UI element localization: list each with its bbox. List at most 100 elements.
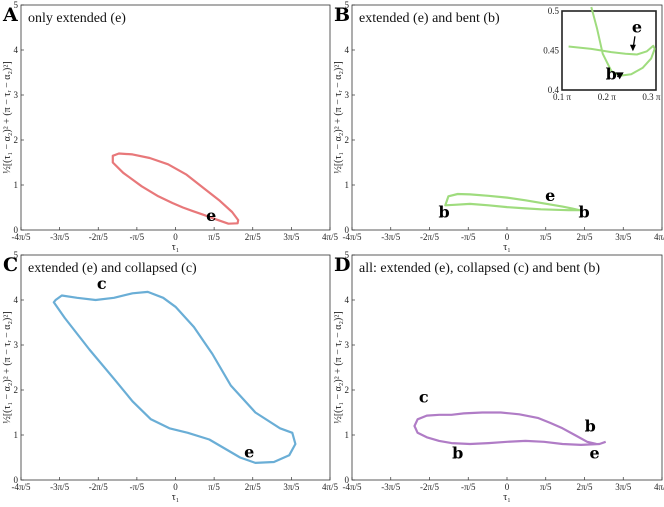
- y-tick-label: 1: [345, 180, 350, 190]
- x-tick-label: 3π/5: [615, 482, 632, 492]
- x-tick-label: -2π/5: [420, 482, 440, 492]
- x-tick-label: -π/5: [461, 482, 476, 492]
- y-tick-label: 2: [345, 135, 350, 145]
- series-curve: [413, 411, 607, 446]
- annotation-label: b: [438, 202, 449, 221]
- x-tick-label: 0: [173, 232, 178, 242]
- x-tick-label: -4π/5: [342, 232, 362, 242]
- x-tick-label: -4π/5: [342, 482, 362, 492]
- y-tick-label: 5: [345, 0, 350, 10]
- x-tick-label: -π/5: [130, 482, 145, 492]
- y-tick-label: 4: [345, 295, 350, 305]
- inset-y-tick-label: 0.45: [543, 46, 559, 56]
- x-tick-label: 2π/5: [245, 482, 262, 492]
- x-tick-label: 4π/5: [654, 232, 664, 242]
- y-tick-label: 0: [345, 225, 350, 235]
- y-tick-label: 0: [14, 225, 19, 235]
- y-tick-label: 4: [14, 295, 19, 305]
- x-tick-label: -π/5: [130, 232, 145, 242]
- x-axis-label: τ₁: [172, 492, 180, 503]
- inset-annotation: e: [632, 17, 642, 36]
- x-tick-label: 3π/5: [283, 232, 300, 242]
- x-tick-label: 3π/5: [615, 232, 632, 242]
- plot-frame: [351, 254, 663, 481]
- inset-y-tick-label: 0.5: [548, 6, 560, 16]
- annotation-label: e: [206, 206, 216, 225]
- inset-arrowhead-e: [629, 44, 636, 52]
- x-tick-label: π/5: [208, 232, 220, 242]
- y-axis-label: ½[(τ₁ − α₂)² + (π − τᵣ − α₂)²]: [333, 311, 344, 423]
- panel-d: -4π/5 -3π/5 -2π/5 -π/5 0 π/5 2π/5 3π/5 4π/5 0 1 2 3 4…: [333, 250, 664, 503]
- panel-letter: C: [3, 254, 18, 276]
- inset-curve: [568, 6, 656, 77]
- inset-annotation: b: [606, 65, 617, 84]
- panel-title: only extended (e): [28, 11, 126, 26]
- y-tick-label: 3: [345, 340, 350, 350]
- x-tick-label: -2π/5: [89, 232, 109, 242]
- x-tick-label: 0: [505, 482, 510, 492]
- y-tick-label: 1: [345, 430, 350, 440]
- x-tick-label: 4π/5: [322, 482, 339, 492]
- y-tick-label: 4: [345, 45, 350, 55]
- y-tick-label: 5: [14, 250, 19, 260]
- x-tick-label: -3π/5: [50, 482, 70, 492]
- annotation-label: b: [585, 416, 596, 435]
- y-tick-label: 1: [14, 430, 19, 440]
- x-tick-label: π/5: [540, 232, 552, 242]
- x-tick-label: 3π/5: [283, 482, 300, 492]
- series-curve: [111, 152, 240, 225]
- x-tick-label: 4π/5: [654, 482, 664, 492]
- plot-frame: [20, 4, 331, 231]
- x-tick-label: 4π/5: [322, 232, 339, 242]
- x-axis-label: τ₁: [503, 242, 511, 253]
- y-tick-label: 5: [345, 250, 350, 260]
- inset-plot: 0.1 π 0.2 π 0.3 π 0.4 0.45 0.5 e b: [543, 6, 661, 102]
- series-curve: [52, 290, 297, 464]
- inset-y-tick-label: 0.4: [548, 85, 560, 95]
- x-tick-label: -3π/5: [381, 482, 401, 492]
- plot-frame: [20, 254, 331, 481]
- x-tick-label: -2π/5: [420, 232, 440, 242]
- x-tick-label: -2π/5: [89, 482, 109, 492]
- inset-arrowhead-b: [615, 72, 624, 80]
- x-tick-label: 2π/5: [576, 232, 593, 242]
- y-tick-label: 3: [14, 340, 19, 350]
- series-curve: [444, 192, 583, 212]
- y-tick-label: 1: [14, 180, 19, 190]
- annotation-label: c: [97, 274, 107, 293]
- x-tick-label: 0: [173, 482, 178, 492]
- panel-title: extended (e) and collapsed (c): [28, 261, 197, 276]
- x-tick-label: 0: [505, 232, 510, 242]
- x-tick-label: π/5: [540, 482, 552, 492]
- x-tick-label: -π/5: [461, 232, 476, 242]
- annotation-label: e: [545, 186, 555, 205]
- panel-title: all: extended (e), collapsed (c) and ben…: [359, 261, 600, 276]
- inset-x-tick-label: 0.2 π: [598, 92, 617, 102]
- x-tick-label: -4π/5: [11, 232, 31, 242]
- annotation-label: e: [244, 443, 254, 462]
- y-tick-label: 2: [345, 385, 350, 395]
- x-axis-label: τ₁: [503, 492, 511, 503]
- annotation-label: b: [452, 443, 463, 462]
- y-axis-label: ½[(τ₁ − α₂)² + (π − τᵣ − α₂)²]: [2, 61, 13, 173]
- y-tick-label: 3: [345, 90, 350, 100]
- annotation-label: c: [419, 388, 429, 407]
- inset-x-tick-label: 0.3 π: [642, 92, 661, 102]
- x-tick-label: π/5: [208, 482, 220, 492]
- inset-x-tick-label: 0.1 π: [553, 92, 572, 102]
- y-tick-label: 0: [14, 475, 19, 485]
- y-tick-label: 2: [14, 385, 19, 395]
- x-tick-label: -4π/5: [11, 482, 31, 492]
- y-tick-label: 0: [345, 475, 350, 485]
- y-tick-label: 4: [14, 45, 19, 55]
- panel-letter: B: [334, 4, 350, 26]
- x-axis-label: τ₁: [172, 242, 180, 253]
- y-axis-label: ½[(τ₁ − α₂)² + (π − τᵣ − α₂)²]: [2, 311, 13, 423]
- x-tick-label: -3π/5: [381, 232, 401, 242]
- inset-frame: [561, 10, 657, 91]
- y-tick-label: 5: [14, 0, 19, 10]
- annotation-label: e: [589, 443, 599, 462]
- x-tick-label: 2π/5: [576, 482, 593, 492]
- panel-title: extended (e) and bent (b): [359, 11, 500, 26]
